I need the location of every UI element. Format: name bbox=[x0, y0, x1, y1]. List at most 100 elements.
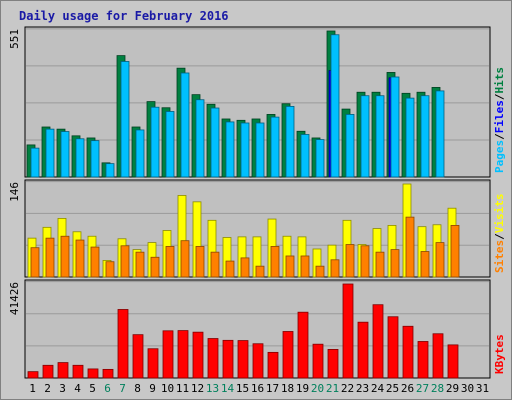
day-label-15: 15 bbox=[236, 382, 249, 395]
day-label-12: 12 bbox=[191, 382, 204, 395]
bar-kbytes-day-11 bbox=[177, 330, 189, 379]
legend-entry: Files bbox=[493, 100, 506, 133]
day-label-5: 5 bbox=[89, 382, 96, 395]
day-label-13: 13 bbox=[206, 382, 219, 395]
bar-sites-day-13 bbox=[210, 251, 220, 278]
bar-kbytes-day-3 bbox=[57, 362, 69, 379]
bar-pages-day-9 bbox=[150, 106, 160, 178]
day-label-2: 2 bbox=[44, 382, 51, 395]
bar-kbytes-day-23 bbox=[357, 321, 369, 379]
bar-pages-day-28 bbox=[435, 90, 445, 178]
bar-pages-day-25 bbox=[390, 76, 400, 178]
bar-pages-day-11 bbox=[180, 72, 190, 178]
legend-entry: Sites bbox=[493, 240, 506, 273]
day-label-22: 22 bbox=[341, 382, 354, 395]
day-label-27: 27 bbox=[416, 382, 429, 395]
day-label-1: 1 bbox=[29, 382, 36, 395]
bar-kbytes-day-21 bbox=[327, 349, 339, 379]
bar-pages-day-4 bbox=[75, 138, 85, 178]
bar-kbytes-day-2 bbox=[42, 364, 54, 379]
day-label-8: 8 bbox=[134, 382, 141, 395]
bar-sites-day-7 bbox=[120, 245, 130, 278]
bar-pages-day-21 bbox=[330, 34, 340, 178]
bar-kbytes-day-8 bbox=[132, 334, 144, 379]
day-label-7: 7 bbox=[119, 382, 126, 395]
day-label-3: 3 bbox=[59, 382, 66, 395]
bar-kbytes-day-6 bbox=[102, 368, 114, 379]
bar-kbytes-day-19 bbox=[297, 311, 309, 379]
chart-title: Daily usage for February 2016 bbox=[19, 9, 229, 23]
bar-kbytes-day-14 bbox=[222, 339, 234, 379]
bar-pages-day-8 bbox=[135, 129, 145, 178]
legend-entry: / bbox=[493, 233, 506, 240]
day-label-20: 20 bbox=[311, 382, 324, 395]
bar-pages-day-26 bbox=[405, 97, 415, 178]
bar-sites-day-9 bbox=[150, 256, 160, 278]
bar-kbytes-day-16 bbox=[252, 343, 264, 379]
bar-sites-day-20 bbox=[315, 265, 325, 278]
bar-pages-day-17 bbox=[270, 116, 280, 178]
bar-kbytes-day-18 bbox=[282, 331, 294, 379]
bar-sites-day-16 bbox=[255, 265, 265, 278]
day-label-11: 11 bbox=[176, 382, 189, 395]
bar-sites-day-23 bbox=[360, 245, 370, 278]
max-label-kbytes: 41426 bbox=[8, 282, 21, 315]
legend-kbytes: KBytes bbox=[493, 334, 506, 374]
bar-sites-day-25 bbox=[390, 249, 400, 278]
bar-pages-day-27 bbox=[420, 95, 430, 178]
day-label-30: 30 bbox=[461, 382, 474, 395]
bar-pages-day-14 bbox=[225, 121, 235, 178]
bar-kbytes-day-22 bbox=[342, 283, 354, 379]
legend-visits-sites: Sites/Visits bbox=[493, 194, 506, 274]
bar-kbytes-day-5 bbox=[87, 368, 99, 379]
bar-sites-day-6 bbox=[105, 261, 115, 278]
day-label-9: 9 bbox=[149, 382, 156, 395]
bar-sites-day-8 bbox=[135, 251, 145, 278]
bar-sites-day-4 bbox=[75, 239, 85, 278]
bar-kbytes-day-7 bbox=[117, 309, 129, 379]
day-label-29: 29 bbox=[446, 382, 459, 395]
bar-pages-day-22 bbox=[345, 114, 355, 178]
bar-kbytes-day-13 bbox=[207, 338, 219, 379]
day-label-26: 26 bbox=[401, 382, 414, 395]
bar-kbytes-day-17 bbox=[267, 351, 279, 379]
bar-sites-day-24 bbox=[375, 251, 385, 278]
bar-sites-day-15 bbox=[240, 257, 250, 278]
legend-entry: Hits bbox=[493, 67, 506, 94]
bar-pages-day-7 bbox=[120, 61, 130, 178]
bar-pages-day-23 bbox=[360, 95, 370, 178]
bar-kbytes-day-28 bbox=[432, 333, 444, 379]
bar-kbytes-day-9 bbox=[147, 348, 159, 379]
bar-kbytes-day-4 bbox=[72, 364, 84, 379]
bar-pages-day-20 bbox=[315, 139, 325, 178]
day-label-24: 24 bbox=[371, 382, 385, 395]
legend-entry: / bbox=[493, 93, 506, 100]
bar-sites-day-22 bbox=[345, 244, 355, 278]
bar-sites-day-18 bbox=[285, 255, 295, 278]
day-label-10: 10 bbox=[161, 382, 174, 395]
bar-pages-day-6 bbox=[105, 163, 115, 178]
bar-kbytes-day-1 bbox=[27, 371, 39, 379]
day-label-19: 19 bbox=[296, 382, 309, 395]
bar-sites-day-21 bbox=[330, 259, 340, 278]
max-label-hits-files-pages: 551 bbox=[8, 29, 21, 49]
bar-kbytes-day-24 bbox=[372, 304, 384, 379]
bar-kbytes-day-25 bbox=[387, 316, 399, 379]
bar-pages-day-16 bbox=[255, 122, 265, 178]
bar-pages-day-2 bbox=[45, 128, 55, 178]
bar-sites-day-3 bbox=[60, 235, 70, 278]
bar-sites-day-14 bbox=[225, 260, 235, 278]
bar-kbytes-day-26 bbox=[402, 325, 414, 379]
bar-sites-day-19 bbox=[300, 255, 310, 278]
bar-kbytes-day-29 bbox=[447, 344, 459, 379]
bar-kbytes-day-20 bbox=[312, 343, 324, 379]
bar-sites-day-12 bbox=[195, 246, 205, 278]
bar-sites-day-26 bbox=[405, 216, 415, 278]
legend-entry: Visits bbox=[493, 194, 506, 234]
bar-pages-day-1 bbox=[30, 147, 40, 178]
bar-sites-day-11 bbox=[180, 240, 190, 278]
bar-sites-day-17 bbox=[270, 246, 280, 278]
day-label-16: 16 bbox=[251, 382, 264, 395]
bar-sites-day-28 bbox=[435, 242, 445, 278]
day-label-21: 21 bbox=[326, 382, 339, 395]
